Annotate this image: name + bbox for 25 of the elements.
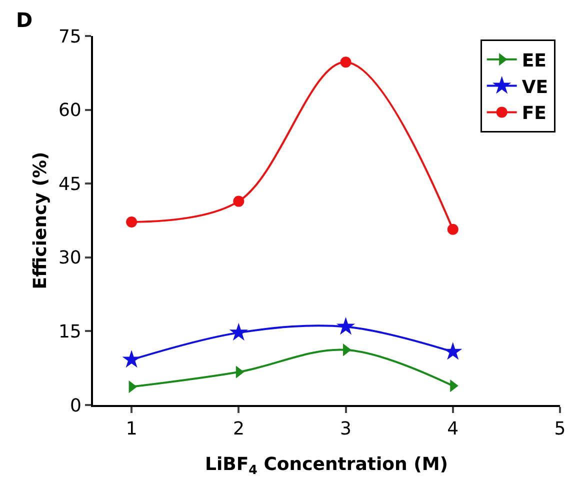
x-tick-label: 1 <box>126 418 138 440</box>
x-tick-label: 5 <box>554 418 566 440</box>
y-tick-label: 0 <box>70 395 82 416</box>
legend-label: FE <box>522 103 546 124</box>
y-tick-label: 75 <box>58 26 82 48</box>
y-axis-title: Efficiency (%) <box>30 152 51 290</box>
x-tick-label: 2 <box>232 418 244 440</box>
point <box>340 56 352 68</box>
y-tick-label: 60 <box>58 100 82 122</box>
point <box>233 196 244 207</box>
x-axis-title: LiBF$_{4}$ Concentration (M) <box>205 454 448 477</box>
point <box>444 342 462 360</box>
x-tick-label: 4 <box>447 418 459 440</box>
point <box>126 216 138 228</box>
point <box>229 322 248 341</box>
point <box>447 224 458 235</box>
y-tick-label: 30 <box>58 248 82 269</box>
text: D <box>16 8 33 32</box>
point <box>122 350 141 368</box>
y-tick-label: 15 <box>58 322 82 342</box>
point <box>336 316 356 335</box>
y-tick-label: 45 <box>58 174 82 195</box>
legend-label: VE <box>522 76 548 98</box>
legend-label: EE <box>522 50 546 72</box>
x-tick-label: 3 <box>340 418 352 440</box>
